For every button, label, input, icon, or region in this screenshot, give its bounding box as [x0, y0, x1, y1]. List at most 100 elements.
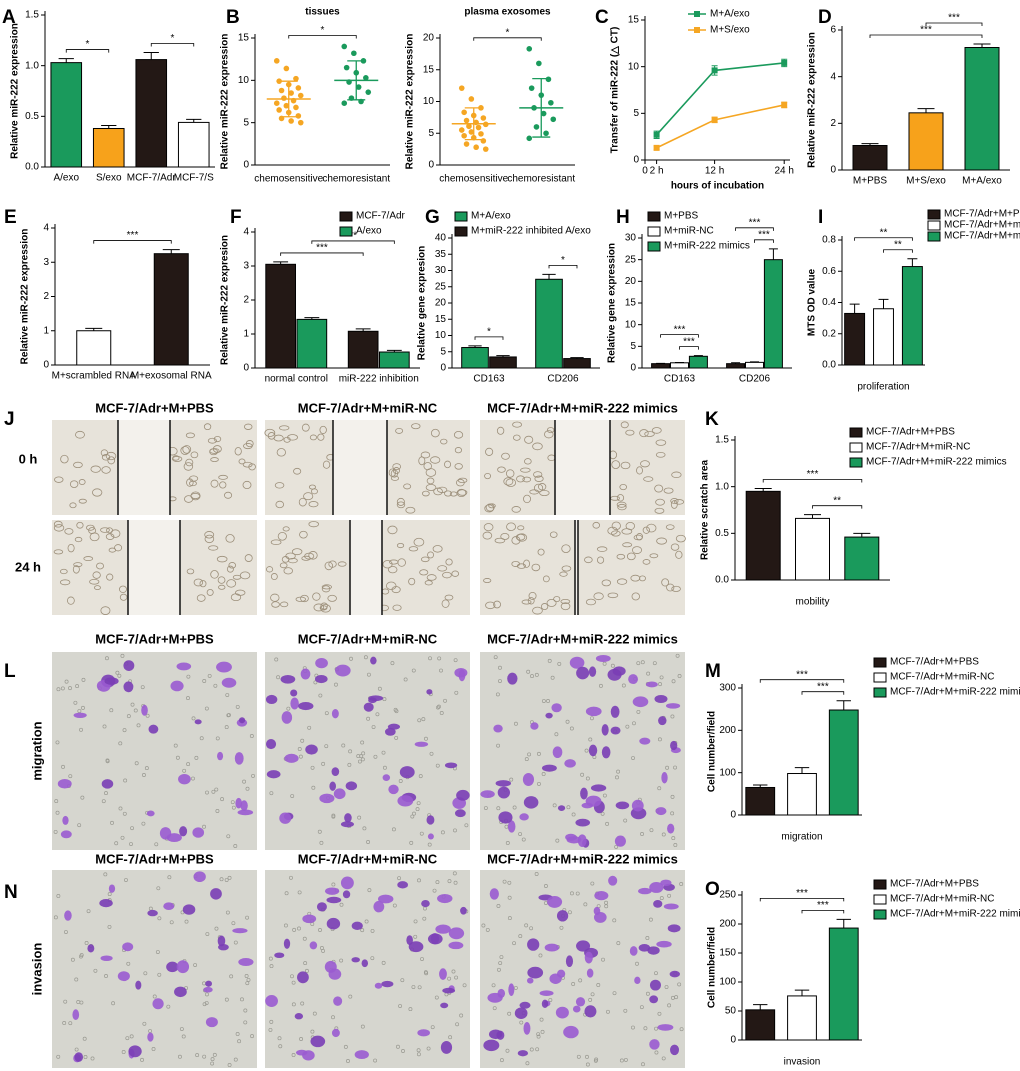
cell: [105, 451, 117, 461]
stained-cell: [539, 990, 554, 996]
stained-cell: [232, 928, 248, 934]
cell: [204, 531, 215, 539]
pore: [211, 789, 216, 794]
pore: [55, 810, 60, 815]
cell: [655, 439, 667, 446]
pore: [277, 1036, 282, 1041]
cell: [189, 475, 199, 482]
y-tick-label: 100: [719, 977, 736, 988]
cell: [309, 434, 317, 441]
cell: [119, 585, 127, 594]
cell: [324, 561, 333, 571]
cell: [321, 584, 333, 590]
pore: [429, 751, 434, 756]
column-title: MCF-7/Adr+M+miR-222 mimics: [487, 631, 678, 646]
pore: [246, 977, 251, 982]
pore: [231, 805, 236, 810]
significance-bracket: [473, 37, 542, 41]
pore: [565, 719, 570, 724]
stained-cell: [497, 786, 511, 799]
micrograph: [480, 652, 685, 850]
pore: [300, 738, 305, 743]
y-tick-label: 1: [43, 325, 49, 336]
pore: [541, 772, 546, 776]
cell: [616, 578, 628, 585]
stained-cell: [193, 871, 206, 883]
pore: [202, 679, 207, 683]
panel-label: N: [4, 882, 18, 903]
bar: [535, 278, 563, 369]
data-point: [781, 59, 788, 66]
pore: [623, 1008, 628, 1013]
y-tick-label: 250: [719, 890, 736, 901]
y-tick-label: 0.4: [822, 297, 836, 308]
stained-cell: [649, 882, 664, 893]
y-axis-label: Relative gene expression: [607, 243, 618, 363]
pore: [331, 1015, 335, 1020]
pore: [382, 765, 387, 770]
stained-cell: [235, 797, 243, 809]
stained-cell: [123, 681, 134, 693]
stained-cell: [128, 1045, 142, 1058]
stained-cell: [147, 1032, 154, 1042]
pore: [417, 718, 422, 723]
pore: [639, 1005, 644, 1010]
data-point: [711, 116, 718, 123]
data-point: [478, 131, 484, 137]
pore: [502, 879, 507, 884]
pore: [648, 917, 653, 922]
significance-bracket: [759, 897, 845, 902]
stained-cell: [655, 807, 667, 816]
stained-cell: [290, 689, 298, 697]
legend-label: M+miR-222 inhibited A/exo: [471, 226, 591, 237]
y-tick-label: 0.2: [822, 328, 836, 339]
bar: [688, 355, 708, 369]
cell: [243, 423, 253, 430]
micrograph: [264, 420, 470, 515]
stained-cell: [545, 712, 553, 719]
cell: [311, 488, 318, 495]
y-tick-label: 6: [830, 25, 836, 36]
pore: [464, 823, 469, 828]
stained-cell: [575, 997, 586, 1007]
pore: [505, 841, 510, 845]
cell: [451, 570, 460, 577]
cell: [539, 490, 550, 497]
pore: [602, 793, 607, 798]
pore: [496, 904, 501, 908]
scratch-gap: [575, 520, 578, 615]
stained-cell: [427, 933, 443, 945]
cell: [649, 553, 659, 559]
cell: [674, 499, 685, 505]
legend-label: MCF-7/Adr+M+miR-NC: [866, 442, 970, 453]
pore: [167, 875, 172, 880]
pore: [536, 1032, 541, 1037]
cell: [524, 435, 534, 444]
pore: [671, 679, 676, 684]
stained-cell: [135, 980, 142, 990]
pore: [452, 871, 457, 876]
cell: [503, 477, 514, 486]
pore: [539, 1017, 544, 1022]
stained-cell: [335, 664, 351, 677]
pore: [645, 991, 650, 996]
pore: [654, 1050, 659, 1055]
cell: [642, 526, 650, 534]
data-point: [463, 117, 470, 124]
cell: [453, 430, 464, 439]
stained-cell: [448, 941, 464, 950]
pore: [74, 977, 79, 982]
stained-cell: [176, 662, 192, 671]
pore: [357, 815, 362, 820]
cell: [76, 521, 84, 529]
pore: [363, 655, 368, 660]
pore: [606, 1009, 610, 1014]
stained-cell: [163, 902, 175, 911]
cell: [69, 502, 77, 509]
cell: [426, 574, 437, 581]
row-label: migration: [29, 721, 44, 780]
pore: [371, 725, 376, 729]
error-bar: [542, 273, 556, 280]
stained-cell: [556, 910, 569, 922]
pore: [103, 872, 108, 877]
